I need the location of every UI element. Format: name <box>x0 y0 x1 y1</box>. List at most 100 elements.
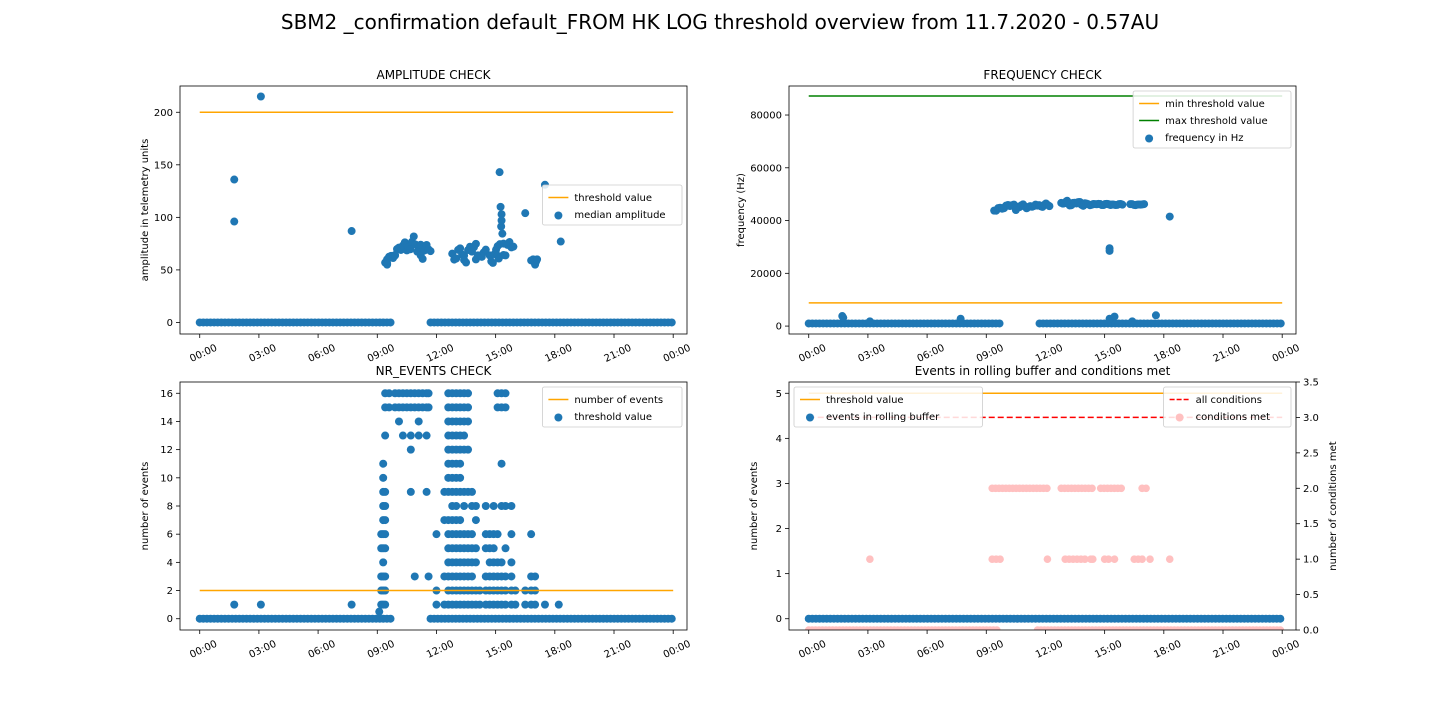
data-point <box>1104 555 1113 563</box>
data-point <box>471 502 480 510</box>
data-point <box>464 389 473 398</box>
data-point <box>386 318 395 327</box>
data-point <box>422 487 431 496</box>
x-tick-label: 00:00 <box>188 343 219 365</box>
plot-frame <box>179 85 688 335</box>
data-point <box>1165 212 1174 221</box>
data-point <box>410 572 419 581</box>
data-point <box>498 229 507 238</box>
x-tick-label: 09:00 <box>975 639 1006 661</box>
data-point <box>398 431 407 440</box>
data-point <box>511 600 520 609</box>
data-point <box>554 600 563 609</box>
data-point <box>507 502 516 510</box>
data-point <box>995 319 1004 328</box>
data-point <box>1151 311 1160 320</box>
x-tick-label: 00:00 <box>797 343 828 365</box>
x-tick-label: 06:00 <box>307 639 338 661</box>
data-point <box>409 232 418 241</box>
data-point <box>414 417 423 426</box>
x-tick-label: 15:00 <box>484 639 515 661</box>
data-point <box>467 487 476 496</box>
data-point <box>379 558 388 567</box>
y2-tick-label: 3.0 <box>1303 413 1319 424</box>
data-point <box>471 516 480 525</box>
x-tick-label: 00:00 <box>797 639 828 661</box>
chart-frequency: FREQUENCY CHECK 00:00 03:00 06:00 09:00 12:00… <box>736 68 1302 365</box>
data-point <box>471 544 480 553</box>
data-point <box>497 216 506 225</box>
data-point <box>1110 555 1119 563</box>
series-primary-0 <box>195 92 676 327</box>
data-point <box>1110 312 1119 321</box>
plot-marks <box>195 92 676 327</box>
data-point <box>347 600 356 609</box>
data-point <box>426 247 435 256</box>
data-point <box>1089 555 1097 563</box>
series-primary-0 <box>195 389 676 623</box>
legend-swatch-marker <box>554 413 563 422</box>
x-tick-label: 21:00 <box>603 639 634 661</box>
data-point <box>1043 555 1052 563</box>
x-tick-label: 00:00 <box>662 343 693 365</box>
data-point <box>501 600 510 609</box>
data-point <box>452 254 461 263</box>
data-point <box>1088 484 1096 493</box>
y2-tick-label: 3.5 <box>1303 378 1319 389</box>
data-point <box>1117 484 1126 493</box>
data-point <box>381 431 390 440</box>
data-point <box>381 516 390 525</box>
data-point <box>481 502 490 510</box>
data-point <box>865 317 874 326</box>
data-point <box>462 258 471 267</box>
data-point <box>256 600 265 609</box>
legend-label: conditions met <box>1196 412 1271 423</box>
y-tick-label: 10 <box>160 473 173 484</box>
plot-marks <box>804 392 1285 630</box>
x-tick-label: 03:00 <box>856 343 887 365</box>
data-point <box>1105 246 1114 255</box>
y-tick-label: 0 <box>167 614 173 625</box>
y2-tick-label: 2.5 <box>1303 448 1319 459</box>
plot-marks <box>804 95 1285 328</box>
x-tick-label: 09:00 <box>366 639 397 661</box>
data-point <box>497 558 506 567</box>
data-point <box>1142 484 1150 493</box>
legend-frame <box>1132 90 1292 149</box>
y-tick-label: 2 <box>167 586 173 597</box>
data-point <box>1276 614 1285 623</box>
data-point <box>424 572 433 581</box>
data-point <box>414 431 423 440</box>
data-point <box>406 445 415 454</box>
data-point <box>507 572 516 581</box>
data-point <box>464 417 473 426</box>
data-point <box>432 530 441 539</box>
data-point <box>533 255 542 264</box>
data-point <box>521 600 530 609</box>
y-tick-label: 1 <box>776 569 782 580</box>
y-tick-label: 4 <box>167 558 173 569</box>
legend-label: events in rolling buffer <box>826 412 940 423</box>
data-point <box>456 473 465 482</box>
y-tick-label: 5 <box>776 389 782 400</box>
data-point <box>481 245 490 254</box>
data-point <box>391 251 400 260</box>
data-point <box>1108 200 1117 209</box>
x-tick-label: 21:00 <box>1212 343 1243 365</box>
x-tick-label: 06:00 <box>307 343 338 365</box>
y-tick-label: 0 <box>776 614 782 625</box>
y-tick-label: 0 <box>167 318 173 329</box>
series-primary-0 <box>804 614 1285 623</box>
data-point <box>381 502 390 510</box>
data-point <box>501 389 510 398</box>
x-tick-label: 12:00 <box>1034 343 1065 365</box>
y-tick-label: 40000 <box>750 216 782 227</box>
y2-tick-label: 1.0 <box>1303 555 1319 566</box>
y-tick-label: 150 <box>154 160 173 171</box>
x-tick-label: 15:00 <box>1093 343 1124 365</box>
legend-label: threshold value <box>574 412 652 423</box>
data-point <box>475 600 484 609</box>
data-point <box>467 530 476 539</box>
legend-swatch-marker <box>1145 134 1154 143</box>
data-point <box>501 544 510 553</box>
